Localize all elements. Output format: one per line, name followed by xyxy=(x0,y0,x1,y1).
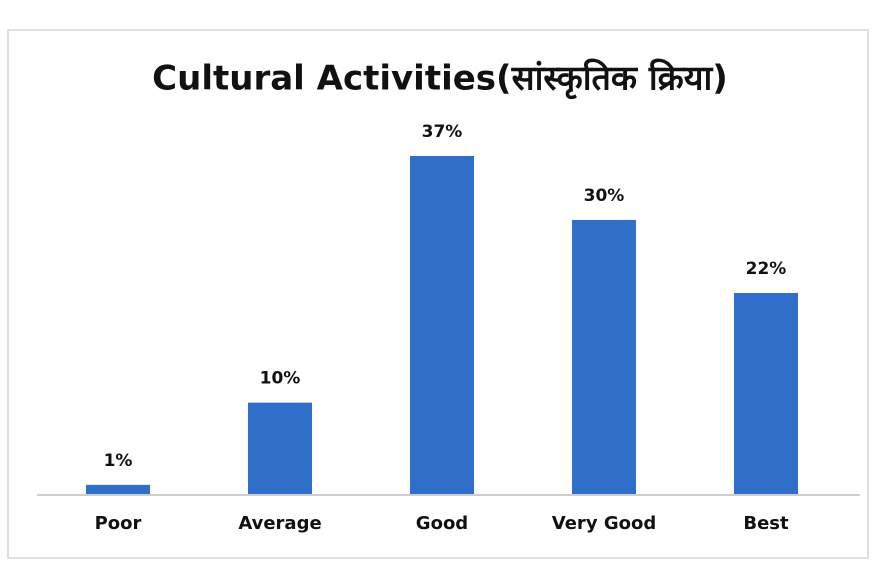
data-label: 22% xyxy=(746,259,787,279)
bar xyxy=(410,156,474,494)
data-label: 37% xyxy=(422,122,463,142)
bar xyxy=(734,293,798,494)
data-label: 1% xyxy=(104,451,133,471)
x-tick-label: Best xyxy=(743,513,789,534)
bar xyxy=(572,219,636,494)
x-tick-label: Good xyxy=(416,513,468,534)
data-label: 30% xyxy=(584,186,625,206)
x-tick-label: Average xyxy=(238,513,321,534)
x-tick-label: Poor xyxy=(95,513,142,534)
x-tick-label: Very Good xyxy=(552,513,656,534)
bar xyxy=(86,484,150,494)
chart-title: Cultural Activities(सांस्कृतिक क्रिया) xyxy=(152,58,728,100)
bar xyxy=(248,402,312,494)
data-label: 10% xyxy=(260,369,301,389)
